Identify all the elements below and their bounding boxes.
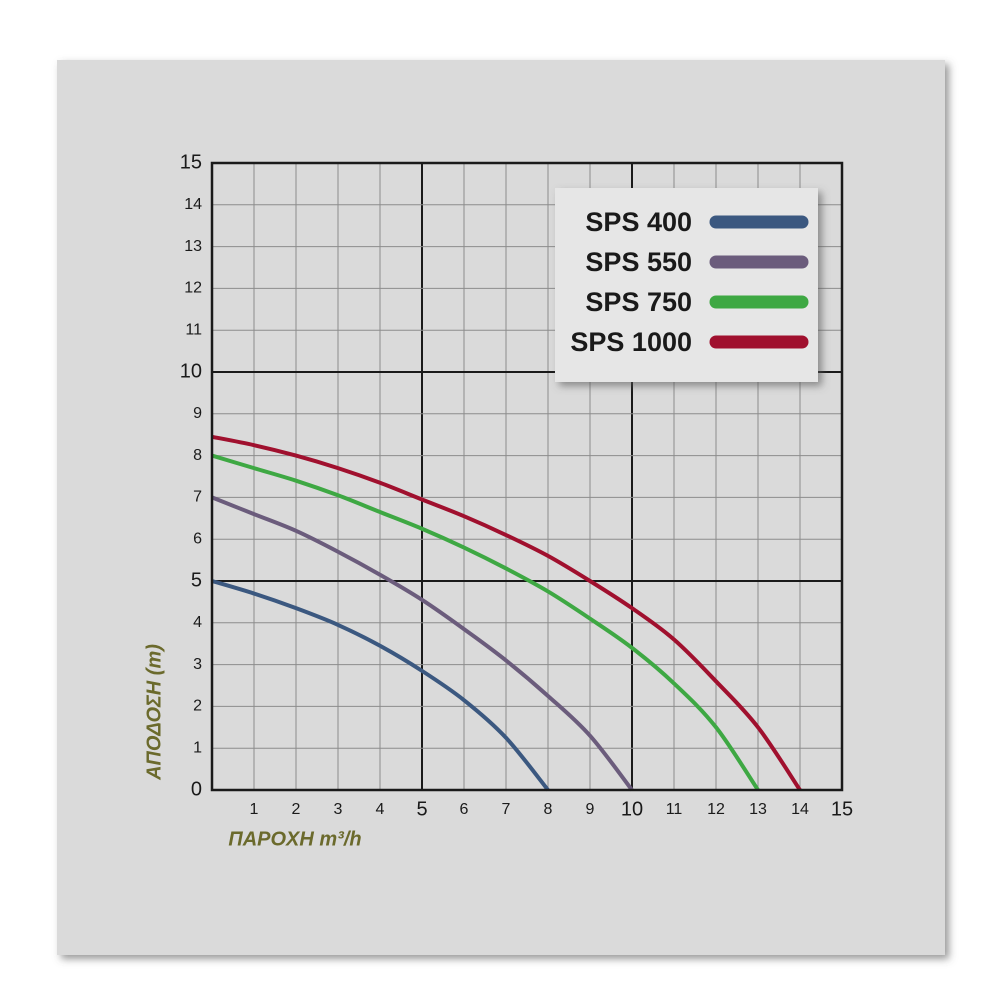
series-line [211,434,802,792]
y-tick-label: 7 [193,489,202,506]
x-tick-label: 9 [586,801,595,818]
x-tick-label: 3 [334,801,343,818]
x-tick-label: 4 [376,801,385,818]
y-tick-label: 15 [180,151,202,173]
x-tick-label: 10 [621,798,643,820]
y-tick-label: 14 [184,196,202,213]
y-tick-label: 6 [193,530,202,547]
y-tick-label: 2 [193,698,202,715]
x-tick-label: 2 [292,801,301,818]
series-line [211,453,760,792]
x-tick-label: 7 [502,801,511,818]
y-axis-title: ΑΠΟΔΟΣΗ (m) [143,644,165,781]
x-tick-label: 5 [416,798,427,820]
x-tick-label: 8 [544,801,553,818]
y-tick-label: 9 [193,405,202,422]
legend-label: SPS 400 [585,207,692,237]
y-tick-label: 10 [180,360,202,382]
legend-label: SPS 550 [585,247,692,277]
y-tick-label: 12 [184,280,202,297]
legend-label: SPS 1000 [570,327,692,357]
x-tick-label: 12 [707,801,725,818]
legend-label: SPS 750 [585,287,692,317]
series-line [211,495,634,792]
x-tick-label: 11 [666,801,683,818]
y-tick-label: 13 [184,238,202,255]
y-tick-label: 1 [193,739,202,756]
x-tick-label: 13 [749,801,767,818]
y-tick-label: 5 [191,569,202,591]
legend: SPS 400 SPS 550 SPS 750 SPS 1000 [555,188,818,382]
y-tick-label: 3 [193,656,202,673]
y-tick-label: 11 [185,321,202,338]
y-tick-label: 4 [193,614,202,631]
x-tick-label: 15 [831,798,853,820]
series-line [211,579,550,792]
x-tick-label: 6 [460,801,469,818]
y-tick-label: 0 [191,778,202,800]
y-tick-label: 8 [193,447,202,464]
plot-border [210,161,844,792]
x-axis-title: ΠΑΡΟΧΗ m³/h [228,828,361,850]
x-tick-label: 14 [791,801,809,818]
x-tick-label: 1 [250,801,259,818]
lines [211,434,802,792]
